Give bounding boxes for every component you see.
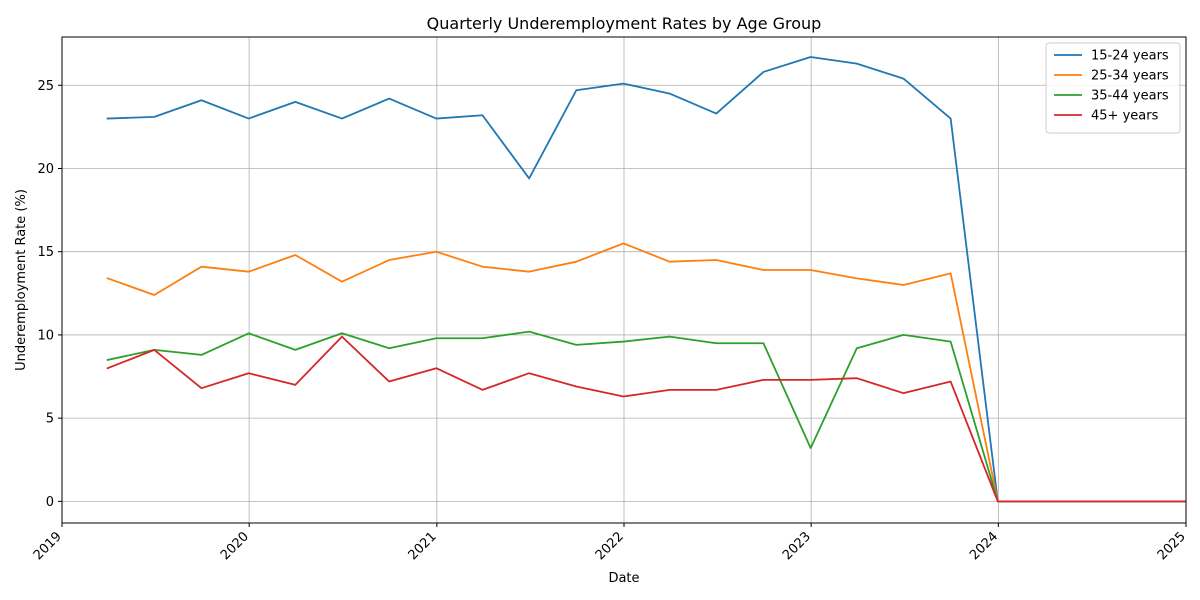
y-tick-label: 10	[37, 328, 54, 343]
y-tick-label: 5	[46, 412, 54, 427]
series-lines	[106, 56, 1187, 503]
x-axis-label: Date	[608, 571, 639, 586]
y-axis-ticks: 0 5 10 15 20 25	[37, 79, 62, 510]
chart-title: Quarterly Underemployment Rates by Age G…	[427, 14, 822, 33]
y-tick-label: 25	[37, 79, 54, 94]
legend-box	[1045, 42, 1181, 134]
legend-label: 15-24 years	[1091, 49, 1169, 64]
grid	[61, 37, 1187, 523]
y-axis-label: Underemployment Rate (%)	[14, 189, 29, 371]
legend-label: 25-34 years	[1091, 69, 1169, 84]
y-tick-label: 0	[46, 495, 54, 510]
legend-label: 45+ years	[1091, 109, 1159, 124]
legend: 15-24 years 25-34 years 35-44 years 45+ yea…	[1045, 42, 1181, 134]
series-line-4	[106, 335, 1187, 503]
legend-label: 35-44 years	[1091, 89, 1169, 104]
y-tick-label: 15	[37, 245, 54, 260]
y-tick-label: 20	[37, 162, 54, 177]
